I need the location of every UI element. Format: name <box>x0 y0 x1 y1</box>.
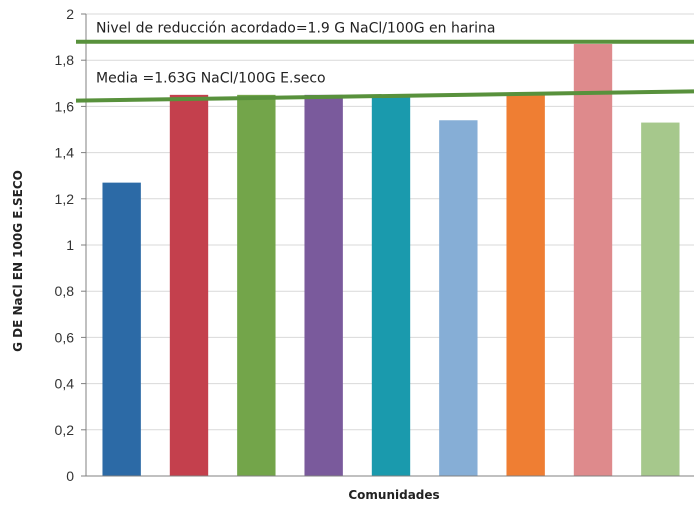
bar <box>371 94 411 476</box>
reference-line <box>75 89 695 103</box>
y-tick-label: 1,4 <box>55 145 75 161</box>
bar <box>641 122 680 476</box>
y-tick-label: 1,8 <box>55 52 75 68</box>
y-tick-label: 1 <box>66 237 74 253</box>
bar <box>439 120 478 476</box>
bar <box>237 94 276 476</box>
y-tick-label: 1,6 <box>55 98 75 114</box>
y-axis-tick-labels: 0 0,2 0,4 0,6 0,8 1 1,2 1,4 1,6 1,8 2 <box>55 6 75 484</box>
y-tick-label: 0,4 <box>55 376 75 392</box>
bar <box>304 94 343 476</box>
bar <box>506 94 545 476</box>
y-axis-label: G DE NaCl EN 100G E.SECO <box>11 170 25 352</box>
bars <box>102 44 680 476</box>
y-tick-label: 0,8 <box>55 283 75 299</box>
y-tick-label: 2 <box>66 6 74 22</box>
reference-lines: Nivel de reducción acordado=1.9 G NaCl/1… <box>75 21 695 103</box>
y-tick-label: 1,2 <box>55 191 75 207</box>
reference-line-label: Media =1.63G NaCl/100G E.seco <box>96 70 326 86</box>
bar <box>573 44 613 476</box>
y-tick-label: 0,6 <box>55 329 75 345</box>
bar <box>102 182 141 476</box>
y-tick-label: 0 <box>66 468 74 484</box>
y-tick-label: 0,2 <box>55 422 75 438</box>
bar <box>169 94 209 476</box>
x-axis-label: Comunidades <box>348 488 439 502</box>
axes <box>81 13 694 477</box>
reference-line-label: Nivel de reducción acordado=1.9 G NaCl/1… <box>96 21 496 37</box>
